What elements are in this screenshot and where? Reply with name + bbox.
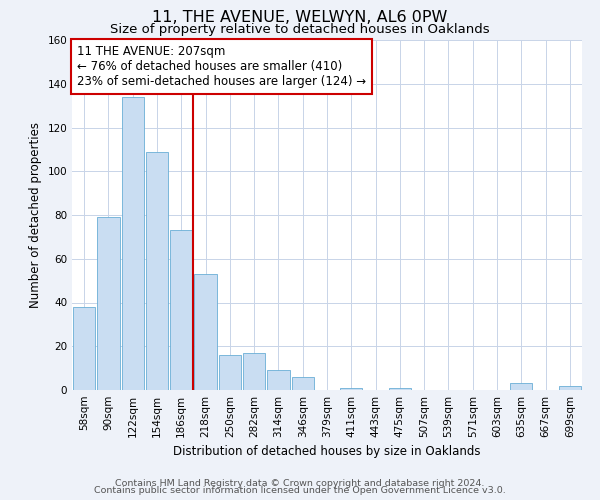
Text: Contains public sector information licensed under the Open Government Licence v3: Contains public sector information licen… xyxy=(94,486,506,495)
Bar xyxy=(510,384,532,390)
Bar xyxy=(389,388,411,390)
Bar xyxy=(194,274,217,390)
Bar xyxy=(218,355,241,390)
Bar xyxy=(97,217,119,390)
Bar xyxy=(170,230,193,390)
Text: Contains HM Land Registry data © Crown copyright and database right 2024.: Contains HM Land Registry data © Crown c… xyxy=(115,478,485,488)
Text: 11, THE AVENUE, WELWYN, AL6 0PW: 11, THE AVENUE, WELWYN, AL6 0PW xyxy=(152,10,448,25)
Text: 11 THE AVENUE: 207sqm
← 76% of detached houses are smaller (410)
23% of semi-det: 11 THE AVENUE: 207sqm ← 76% of detached … xyxy=(77,46,366,88)
Y-axis label: Number of detached properties: Number of detached properties xyxy=(29,122,42,308)
Bar xyxy=(243,353,265,390)
Bar xyxy=(340,388,362,390)
Text: Size of property relative to detached houses in Oaklands: Size of property relative to detached ho… xyxy=(110,22,490,36)
Bar xyxy=(292,377,314,390)
Bar xyxy=(73,307,95,390)
Bar xyxy=(267,370,290,390)
Bar xyxy=(146,152,168,390)
Bar xyxy=(122,97,144,390)
Bar xyxy=(559,386,581,390)
X-axis label: Distribution of detached houses by size in Oaklands: Distribution of detached houses by size … xyxy=(173,446,481,458)
